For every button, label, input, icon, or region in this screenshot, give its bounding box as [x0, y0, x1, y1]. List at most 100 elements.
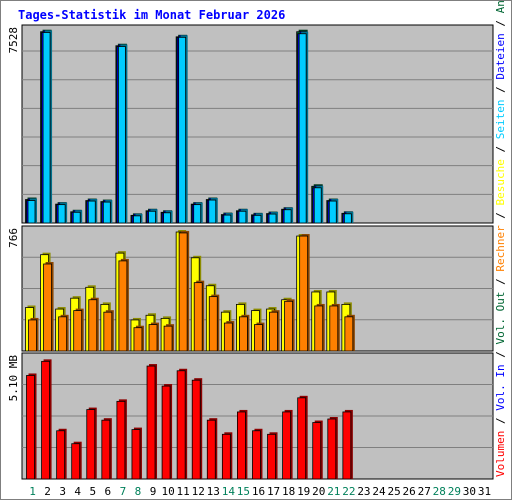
bar-volumen [41, 359, 52, 480]
bar-seiten [343, 211, 354, 224]
bar-rechner [28, 317, 39, 352]
bar-body [191, 379, 201, 480]
bar-volumen [282, 409, 293, 480]
legend-item: Vol. In [494, 364, 507, 410]
bar-body [284, 300, 293, 352]
bar-volumen [131, 427, 142, 480]
bar-volumen [56, 428, 67, 480]
bar-volumen [71, 441, 82, 480]
day-label: 28 [433, 485, 446, 498]
day-label: 13 [207, 485, 220, 498]
day-label: 27 [418, 485, 431, 498]
bar-body [299, 235, 309, 352]
legend-item: Vol. Out [494, 292, 507, 345]
bar-rechner [88, 297, 99, 352]
bar-body [344, 316, 354, 352]
day-label: 23 [357, 485, 370, 498]
bar-body [103, 311, 113, 352]
bar-body [161, 385, 171, 480]
legend-item: Dateien [494, 33, 507, 79]
y-max-label-requests: 7528 [7, 27, 20, 54]
bar-body [221, 433, 231, 480]
bar-seiten [42, 30, 53, 224]
legend-item: Rechner [494, 225, 507, 272]
bar-volumen [146, 364, 158, 480]
legend-item: Besuche [494, 159, 507, 205]
bar-rechner [178, 230, 190, 352]
bar-body [163, 325, 173, 352]
bar-body [223, 322, 233, 352]
bar-body [252, 430, 261, 480]
bar-seiten [253, 213, 263, 224]
bar-body [193, 204, 202, 224]
bar-body [58, 316, 68, 352]
day-label: 7 [120, 485, 127, 498]
day-label: 1 [29, 485, 36, 498]
bar-body [71, 443, 81, 480]
bar-seiten [72, 210, 83, 224]
bar-body [133, 327, 143, 352]
day-label: 17 [267, 485, 280, 498]
legend-separator: / [494, 272, 507, 292]
bar-rechner [193, 280, 205, 352]
legend: Volumen / Vol. In / Vol. Out / Rechner /… [494, 1, 507, 477]
bar-body [102, 201, 111, 224]
y-max-label-visits: 766 [7, 228, 20, 248]
day-label: 4 [74, 485, 81, 498]
bar-volumen [267, 432, 278, 480]
bar-rechner [269, 310, 280, 352]
bar-body [237, 411, 246, 480]
legend-separator: / [494, 13, 507, 33]
day-label: 10 [161, 485, 174, 498]
bar-seiten [87, 199, 98, 224]
bar-seiten [133, 213, 143, 224]
bar-volumen [26, 373, 37, 480]
bar-volumen [176, 368, 188, 480]
bar-body [26, 375, 35, 480]
bar-seiten [313, 185, 324, 224]
bar-body [43, 263, 52, 352]
day-label: 11 [177, 485, 190, 498]
bar-volumen [101, 418, 112, 480]
bar-volumen [206, 418, 218, 480]
legend-separator: / [494, 80, 507, 100]
day-label: 20 [312, 485, 325, 498]
legend-separator: / [494, 411, 507, 431]
bar-body [56, 430, 66, 480]
bar-seiten [193, 202, 203, 224]
bar-body [41, 360, 50, 480]
bar-body [267, 433, 276, 480]
bar-rechner [208, 294, 220, 352]
panel-requests: 7528 [7, 24, 494, 224]
bar-rechner [314, 303, 325, 352]
day-label: 18 [282, 485, 295, 498]
bar-body [238, 210, 247, 224]
bar-body [72, 211, 81, 224]
bar-body [131, 429, 141, 480]
day-label: 9 [150, 485, 157, 498]
bar-body [73, 310, 83, 352]
bar-rechner [299, 234, 310, 352]
bar-body [253, 214, 262, 224]
bar-volumen [237, 409, 248, 480]
bar-seiten [238, 209, 248, 224]
day-label: 21 [327, 485, 340, 498]
day-label: 30 [463, 485, 476, 498]
bar-body [283, 209, 292, 224]
bar-seiten [223, 213, 233, 224]
y-max-label-volume: 5.10 MB [7, 355, 20, 402]
bar-body [57, 204, 66, 224]
bar-seiten [102, 200, 113, 224]
bar-body [343, 213, 352, 224]
legend-item: Anfragen [494, 1, 507, 13]
bar-body [117, 46, 126, 224]
bar-rechner [133, 325, 144, 352]
bar-body [223, 214, 232, 224]
bar-body [329, 305, 339, 352]
bar-body [206, 419, 216, 480]
bar-body [298, 33, 307, 224]
bar-rechner [254, 322, 265, 352]
bar-body [87, 200, 96, 224]
